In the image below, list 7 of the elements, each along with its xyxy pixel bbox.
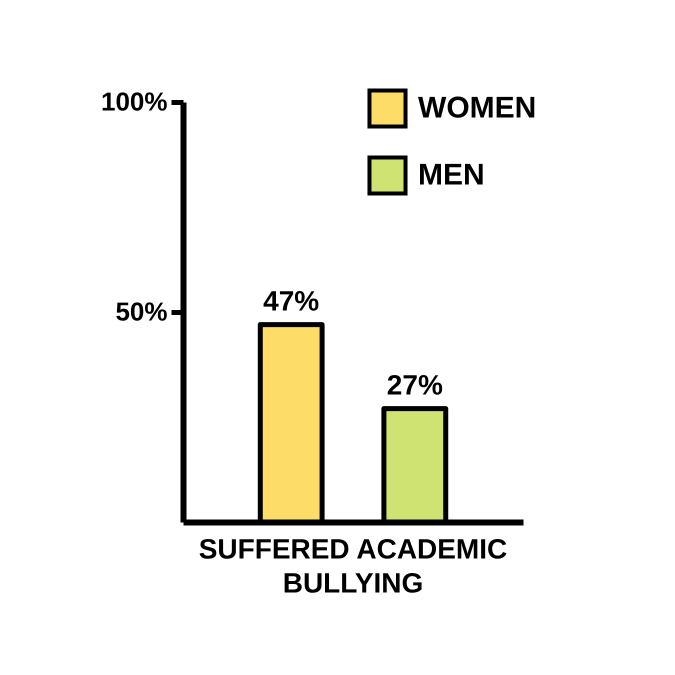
y-tick-label: 100% — [101, 86, 168, 116]
legend-label: MEN — [418, 158, 485, 192]
x-tick-label: SUFFERED ACADEMIC BULLYING — [198, 534, 508, 598]
data-label: 27% — [386, 370, 443, 401]
data-label: 47% — [263, 286, 320, 317]
legend-label: WOMEN — [418, 92, 536, 124]
y-tick-label: 50% — [115, 296, 168, 326]
